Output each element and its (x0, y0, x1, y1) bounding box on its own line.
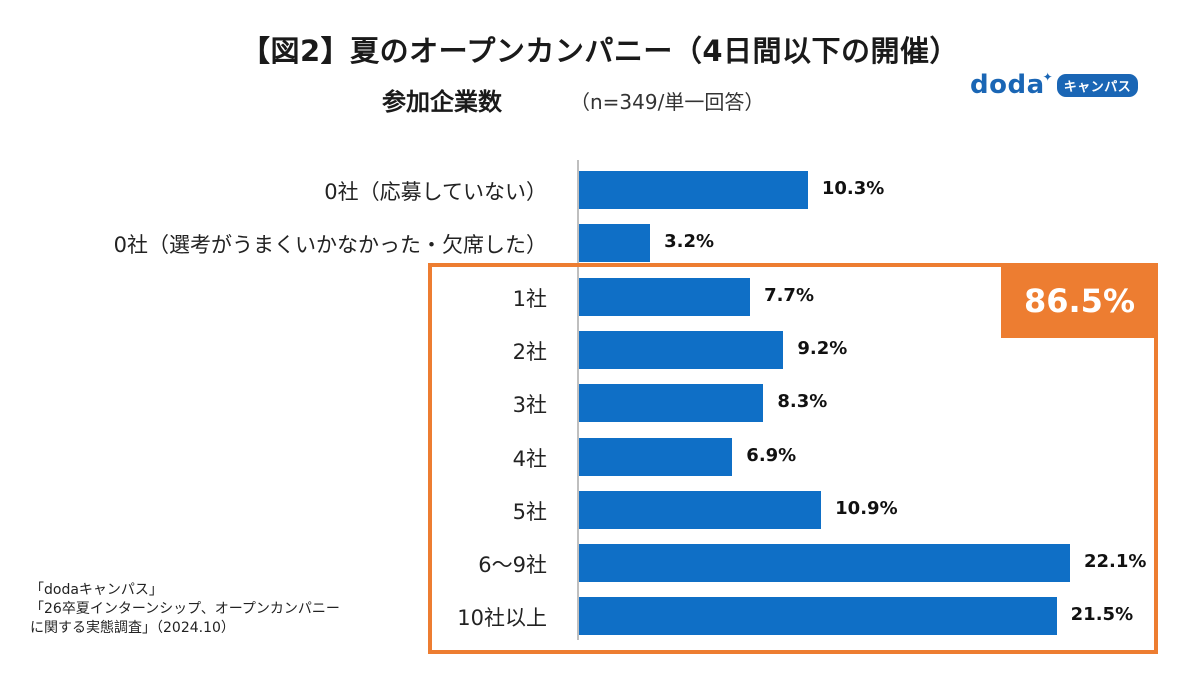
bar (579, 224, 651, 263)
chart-title: 【図2】夏のオープンカンパニー（4日間以下の開催） (240, 34, 960, 68)
category-axis-line (577, 160, 579, 640)
data-label: 3.2% (664, 231, 715, 253)
source-line: 「dodaキャンパス」 (30, 582, 163, 598)
data-label: 6.9% (746, 444, 797, 466)
bar (579, 384, 764, 423)
logo-wordmark: doda (970, 70, 1045, 100)
category-label: 6〜9社 (478, 553, 547, 578)
data-label: 7.7% (764, 284, 814, 306)
highlight-total-badge: 86.5% (1001, 264, 1158, 338)
category-label: 4社 (512, 446, 547, 471)
chart-subtitle: 参加企業数 (382, 88, 502, 116)
category-label: 0社（選考がうまくいかなかった・欠席した） (113, 233, 547, 258)
category-label: 3社 (512, 393, 547, 418)
bar (579, 544, 1070, 583)
source-line: に関する実態調査」（2024.10） (30, 620, 235, 636)
logo-badge: キャンパス (1056, 73, 1139, 97)
category-label: 10社以上 (457, 606, 547, 631)
data-label: 21.5% (1070, 604, 1134, 626)
data-label: 9.2% (797, 337, 848, 359)
data-label: 10.9% (835, 497, 898, 519)
category-label: 2社 (512, 339, 547, 364)
category-label: 0社（応募していない） (324, 180, 547, 204)
source-note: 「dodaキャンパス」 「26卒夏インターンシップ、オープンカンパニー に関する… (30, 581, 340, 638)
highlight-frame (428, 263, 1158, 654)
sample-size-note: （n=349/単一回答） (570, 90, 765, 114)
bar (579, 437, 733, 476)
data-label: 8.3% (777, 391, 828, 413)
bar (579, 330, 784, 369)
bar (579, 277, 751, 316)
category-label: 1社 (512, 286, 547, 311)
data-label: 10.3% (821, 178, 885, 199)
category-label: 5社 (512, 499, 547, 524)
sparkle-icon: ✦ (1042, 70, 1053, 84)
bar (579, 490, 822, 529)
doda-campus-logo: doda ✦ キャンパス (970, 70, 1139, 100)
data-label: 22.1% (1084, 551, 1147, 573)
bar (579, 597, 1057, 636)
source-line: 「26卒夏インターンシップ、オープンカンパニー (30, 601, 340, 617)
bar (579, 171, 808, 209)
